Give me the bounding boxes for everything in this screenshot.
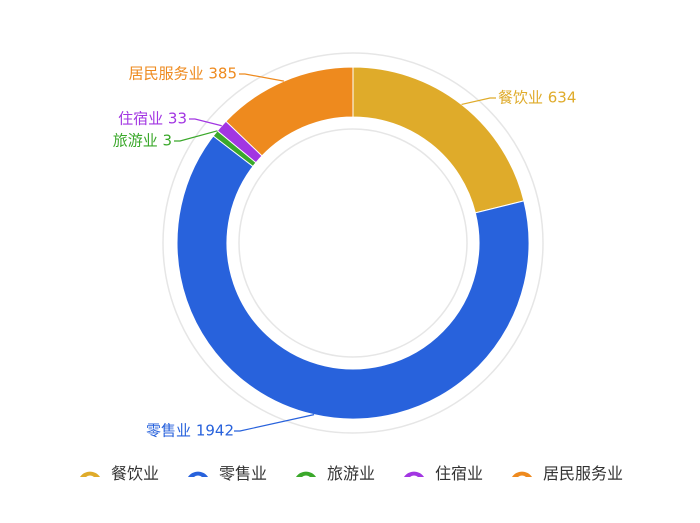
legend-swatch-shape-tourism	[295, 471, 316, 477]
legend-label-accommodation: 住宿业	[435, 464, 484, 483]
data-label-resident-services: 居民服务业 385	[129, 65, 237, 83]
leader-line-catering	[461, 97, 496, 106]
leader-line-retail	[234, 414, 315, 432]
legend-label-retail: 零售业	[218, 464, 267, 483]
legend-swatch-resident-services	[509, 465, 535, 479]
data-label-retail: 零售业 1942	[146, 422, 234, 440]
legend-swatch-tourism	[293, 465, 319, 479]
legend-item-resident-services[interactable]: 居民服务业	[509, 460, 623, 484]
chart-legend: 餐饮业 零售业 旅游业 住宿业 居民服务业	[0, 458, 700, 486]
leader-line-tourism	[174, 130, 218, 142]
legend-label-catering: 餐饮业	[110, 464, 159, 483]
legend-item-retail[interactable]: 零售业	[185, 460, 267, 484]
legend-swatch-shape-accommodation	[404, 471, 424, 477]
slice-retail[interactable]	[176, 130, 530, 420]
legend-swatch-accommodation	[401, 465, 427, 479]
leader-line-resident-services	[239, 73, 284, 82]
legend-item-accommodation[interactable]: 住宿业	[401, 460, 483, 484]
legend-swatch-retail	[185, 465, 211, 479]
legend-label-tourism: 旅游业	[326, 464, 375, 483]
data-label-catering: 餐饮业 634	[498, 89, 576, 107]
legend-item-catering[interactable]: 餐饮业	[77, 460, 159, 484]
legend-swatch-catering	[77, 465, 103, 479]
inner-guide-ring	[238, 128, 468, 358]
legend-swatch-shape-resident-services	[512, 471, 533, 477]
data-label-tourism: 旅游业 3	[113, 132, 172, 150]
slice-resident-services[interactable]	[225, 66, 354, 157]
legend-label-resident-services: 居民服务业	[543, 464, 624, 483]
leader-line-accommodation	[189, 118, 222, 127]
legend-swatch-shape-catering	[79, 471, 100, 477]
legend-swatch-shape-retail	[187, 471, 208, 477]
legend-item-tourism[interactable]: 旅游业	[293, 460, 375, 484]
data-label-accommodation: 住宿业 33	[118, 110, 187, 128]
outer-guide-ring	[162, 52, 544, 434]
